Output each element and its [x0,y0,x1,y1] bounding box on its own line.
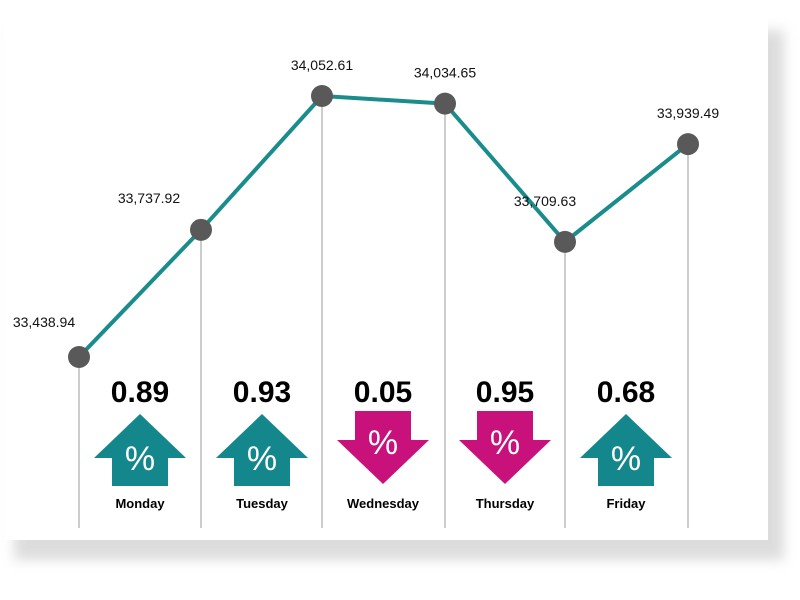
data-label: 34,052.61 [291,57,353,73]
data-label: 33,438.94 [13,314,75,330]
change-value: 0.95 [476,376,534,409]
data-point [554,230,576,253]
percent-sign: % [490,424,520,462]
up-arrow-icon [216,414,308,486]
percent-sign: % [125,440,155,478]
series-line [77,94,690,359]
data-label: 33,737.92 [118,190,180,206]
data-label: 34,034.65 [414,65,476,81]
day-card: 0.89% Monday [94,376,186,511]
data-label: 33,939.49 [657,105,719,121]
data-point [68,346,90,368]
day-label: Tuesday [236,496,289,511]
percent-sign: % [368,424,398,462]
day-card: 0.05% Wednesday [337,376,429,511]
day-label: Thursday [476,496,535,511]
change-value: 0.93 [233,376,291,409]
down-arrow-icon [459,411,551,484]
day-card: 0.95% Thursday [459,376,551,511]
up-arrow-icon [94,414,186,486]
data-point [311,85,333,107]
data-label: 33,709.63 [514,193,576,209]
day-card: 0.93% Tuesday [216,376,308,511]
data-point [434,92,456,115]
day-label: Wednesday [347,496,420,511]
up-arrow-icon [580,414,672,486]
change-value: 0.68 [597,376,655,409]
down-arrow-icon [337,411,429,484]
day-label: Monday [115,496,165,511]
change-value: 0.89 [111,376,169,409]
percent-sign: % [247,440,277,478]
day-card: 0.68% Friday [580,376,672,511]
percent-sign: % [611,440,641,478]
day-label: Friday [606,496,646,511]
change-value: 0.05 [354,376,412,409]
data-point [190,218,212,241]
data-point [677,133,699,156]
